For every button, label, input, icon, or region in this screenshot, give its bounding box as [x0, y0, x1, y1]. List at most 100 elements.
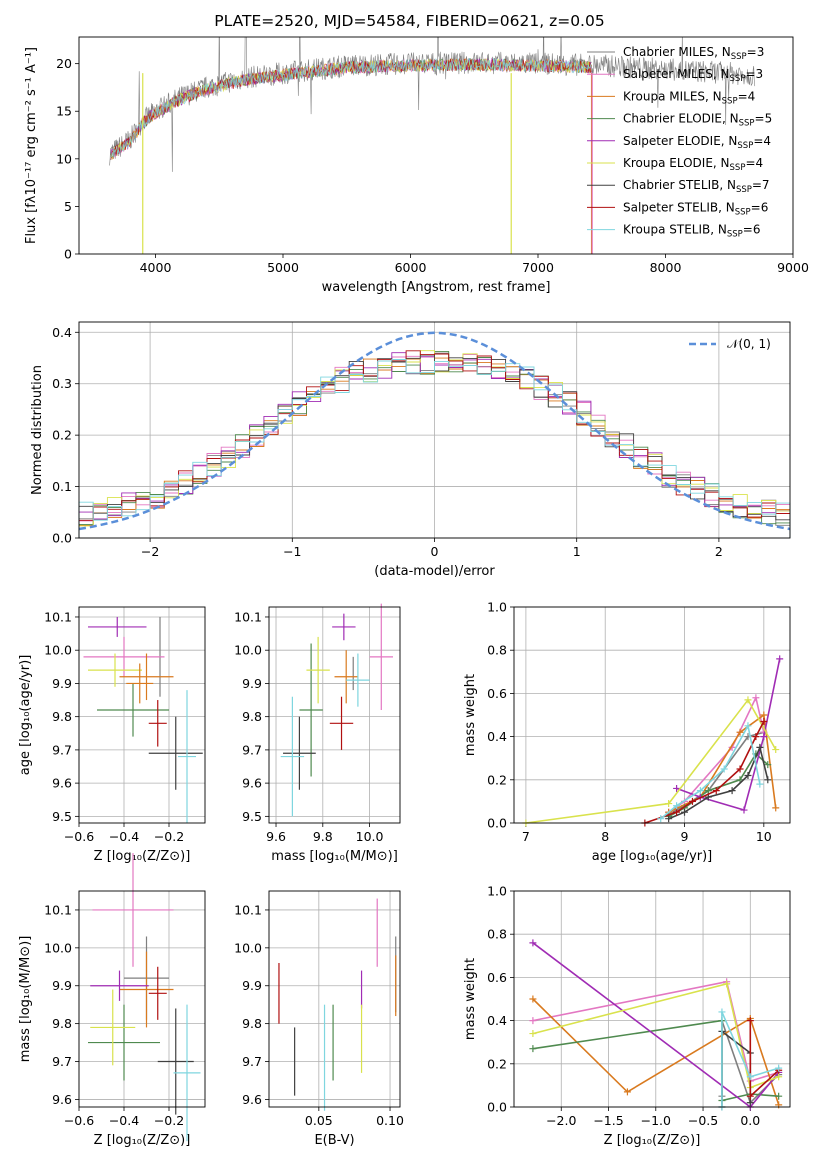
y-tick-label: 0.0 — [52, 531, 72, 546]
z_age-axes — [75, 607, 205, 827]
y-tick-label: 20 — [56, 56, 72, 71]
y-axis-label: Normed distribution — [30, 365, 45, 495]
x-tick-label: −0.4 — [109, 1113, 139, 1128]
weight-marker — [752, 733, 760, 741]
ebv_mass-frame — [268, 890, 401, 1108]
legend-entry: Chabrier STELIB, NSSP=7 — [623, 178, 770, 195]
y-tick-label: 9.6 — [52, 1092, 72, 1107]
data-point — [88, 653, 142, 687]
x-tick-label: 5000 — [267, 260, 299, 275]
x-axis-label: Z [log₁₀(Z/Z⊙)] — [94, 849, 191, 864]
weight-marker — [756, 780, 764, 788]
x-axis-label: (data-model)/error — [374, 564, 495, 579]
legend-entry: Chabrier ELODIE, NSSP=5 — [623, 112, 772, 129]
x-axis-label: wavelength [Angstrom, rest frame] — [322, 280, 551, 295]
weight-marker — [772, 746, 780, 754]
x-tick-label: −1.5 — [593, 1113, 623, 1128]
y-axis-label: Flux [fλ10⁻¹⁷ erg cm⁻² s⁻¹ A⁻¹] — [24, 47, 39, 244]
spectrum-data-line — [109, 37, 756, 172]
x-tick-label: 7000 — [522, 260, 554, 275]
x-axis-label: mass [log₁₀(M/M⊙)] — [271, 849, 398, 864]
x-tick-label: −0.6 — [64, 1113, 94, 1128]
weight-marker — [529, 1017, 537, 1025]
y-tick-label: 0.0 — [487, 816, 507, 831]
y-tick-label: 10.1 — [234, 902, 262, 917]
x-tick-label: −2 — [141, 544, 159, 559]
weight-marker — [723, 980, 731, 988]
spectrum-model-line — [110, 57, 592, 158]
legend-entry: Salpeter ELODIE, NSSP=4 — [623, 134, 771, 151]
weight-marker — [665, 800, 673, 808]
legend-entry: 𝒩(0, 1) — [727, 337, 771, 351]
weight-marker — [775, 1064, 783, 1072]
y-tick-label: 9.5 — [52, 809, 72, 824]
weight-marker — [744, 722, 752, 730]
x-tick-label: −0.2 — [154, 829, 184, 844]
mass_age-axes — [265, 607, 400, 827]
y-tick-label: 0 — [64, 247, 72, 262]
weight-marker — [772, 804, 780, 812]
x-tick-label: 10 — [756, 829, 772, 844]
weight-marker — [673, 808, 681, 816]
y-tick-label: 0.2 — [487, 772, 507, 787]
weight-marker — [736, 765, 744, 773]
y-tick-label: 9.7 — [52, 742, 72, 757]
weight-marker — [728, 787, 736, 795]
legend-entry: Kroupa ELODIE, NSSP=4 — [623, 156, 763, 173]
x-tick-label: 1 — [573, 544, 581, 559]
weight-marker — [529, 1030, 537, 1038]
weight-marker — [744, 771, 752, 779]
data-point — [299, 643, 323, 777]
weight-marker — [529, 995, 537, 1003]
data-point — [90, 970, 149, 1001]
weight-marker — [764, 776, 772, 784]
y-tick-label: 15 — [56, 104, 72, 119]
x-tick-label: 8000 — [650, 260, 682, 275]
weight-marker — [746, 1017, 754, 1025]
y-tick-label: 9.9 — [52, 676, 72, 691]
legend-entry: Salpeter MILES, NSSP=3 — [623, 67, 763, 84]
weight-marker — [529, 1045, 537, 1053]
y-tick-label: 9.7 — [52, 1054, 72, 1069]
data-point — [119, 951, 174, 1028]
y-tick-label: 10.0 — [44, 643, 72, 658]
y-tick-label: 10.0 — [234, 940, 262, 955]
y-tick-label: 1.0 — [487, 884, 507, 899]
weight-marker — [746, 1099, 754, 1107]
legend-entry: Salpeter STELIB, NSSP=6 — [623, 200, 768, 217]
weight-marker — [752, 694, 760, 702]
y-tick-label: 9.5 — [242, 809, 262, 824]
data-point — [88, 1004, 160, 1081]
data-point — [306, 636, 330, 704]
weight-series-line — [532, 980, 779, 1083]
y-tick-label: 9.9 — [242, 978, 262, 993]
y-tick-label: 0.2 — [487, 1056, 507, 1071]
weight-marker — [712, 787, 720, 795]
weight-marker — [665, 815, 673, 823]
data-point — [90, 989, 136, 1066]
weight-marker — [736, 728, 744, 736]
data-point — [369, 603, 393, 711]
y-tick-label: 10.1 — [44, 609, 72, 624]
spectrum-axes — [75, 63, 794, 258]
y-tick-label: 10.1 — [44, 902, 72, 917]
y-axis-label: mass weight — [463, 674, 478, 756]
data-point — [148, 700, 167, 747]
z_age-frame — [78, 606, 206, 824]
weight-marker — [681, 808, 689, 816]
data-point — [329, 696, 354, 750]
x-tick-label: 0.05 — [305, 1113, 333, 1128]
x-tick-label: −0.5 — [688, 1113, 718, 1128]
x-tick-label: 0.0 — [740, 1113, 760, 1128]
y-axis-label: mass [log₁₀(M/M⊙)] — [18, 936, 33, 1063]
spectrum-lines — [109, 37, 756, 254]
x-tick-label: 6000 — [395, 260, 427, 275]
y-tick-label: 9.6 — [242, 1092, 262, 1107]
y-tick-label: 9.8 — [242, 1016, 262, 1031]
y-tick-label: 10.1 — [234, 609, 262, 624]
ebv_mass-axes — [265, 891, 400, 1111]
y-tick-label: 0.6 — [487, 970, 507, 985]
residuals-frame — [78, 321, 791, 539]
y-tick-label: 0.2 — [52, 428, 72, 443]
x-axis-label: Z [log₁₀(Z/Z⊙)] — [94, 1133, 191, 1148]
